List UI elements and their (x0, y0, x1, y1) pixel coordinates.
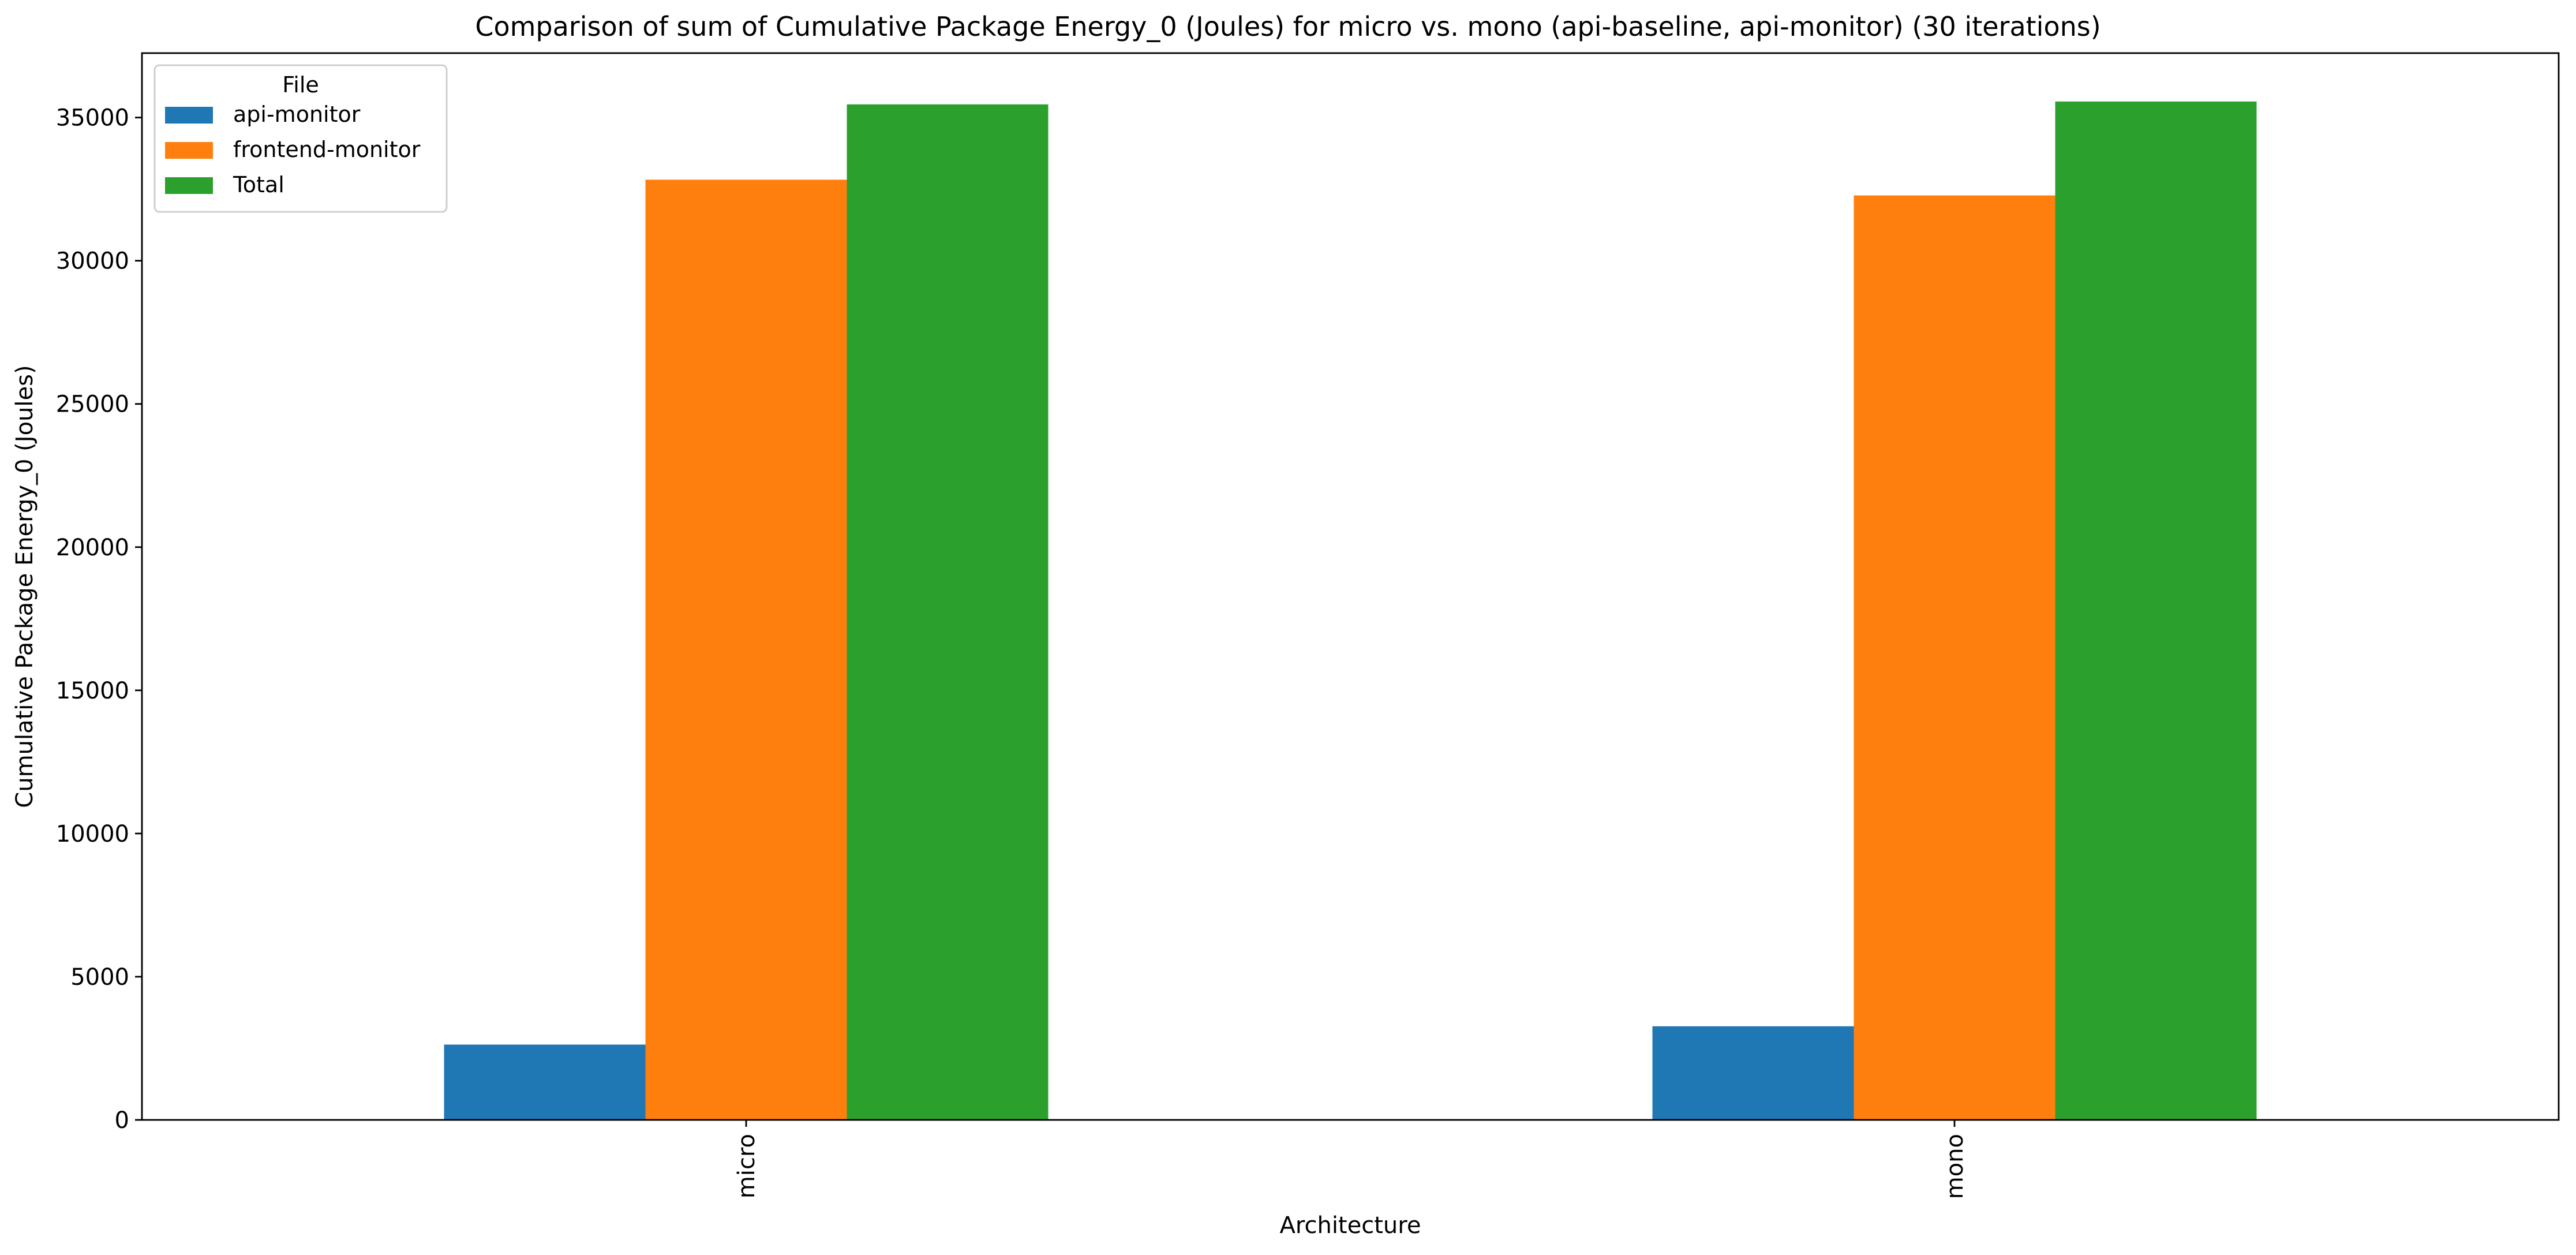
legend-entries: api-monitor frontend-monitor Total (165, 102, 421, 197)
legend-swatch (165, 142, 213, 159)
x-tick-label: mono (1942, 1134, 1968, 1199)
y-tick-label: 35000 (56, 105, 129, 132)
legend-label: frontend-monitor (233, 137, 421, 162)
y-tick-label: 10000 (56, 821, 129, 847)
bar-frontend-monitor-mono (1854, 195, 2055, 1120)
legend-title: File (282, 72, 319, 98)
x-tick-label: micro (733, 1134, 760, 1198)
y-tick-label: 25000 (56, 391, 129, 418)
bar-api-monitor-micro (444, 1044, 646, 1120)
legend-swatch (165, 107, 213, 124)
bar-api-monitor-mono (1652, 1026, 1854, 1120)
chart-title: Comparison of sum of Cumulative Package … (475, 11, 2101, 42)
y-axis-ticks: 0 5000 10000 15000 20000 25000 30000 35000 (56, 105, 142, 1134)
y-tick-label: 30000 (56, 248, 129, 275)
y-tick-label: 15000 (56, 678, 129, 704)
y-tick-label: 20000 (56, 535, 129, 561)
bar-total-micro (847, 104, 1049, 1120)
legend-label: api-monitor (233, 102, 361, 127)
x-axis-label: Architecture (1280, 1212, 1421, 1239)
bar-frontend-monitor-micro (645, 180, 847, 1120)
y-tick-label: 0 (115, 1107, 129, 1134)
y-tick-label: 5000 (70, 964, 129, 991)
x-axis-ticks: micro mono (733, 1120, 1968, 1199)
bar-marks (444, 101, 2257, 1120)
plot-area-frame (141, 52, 2560, 1121)
legend-box (153, 64, 448, 213)
legend-label: Total (233, 172, 284, 197)
legend: File api-monitor frontend-monitor Total (153, 64, 448, 213)
y-axis-label: Cumulative Package Energy_0 (Joules) (12, 365, 38, 808)
bar-total-mono (2055, 101, 2257, 1120)
legend-swatch (165, 177, 213, 194)
